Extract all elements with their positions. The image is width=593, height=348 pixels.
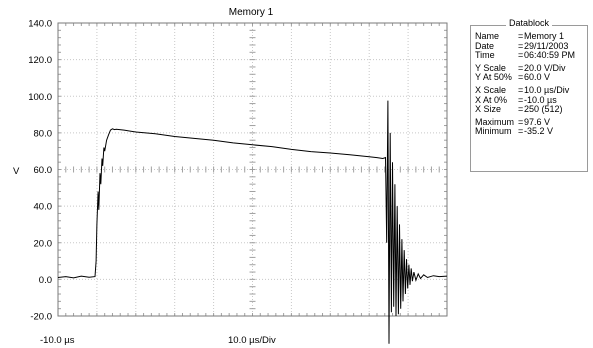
datablock-value: Memory 1	[524, 31, 565, 41]
y-tick-label: 100.0	[28, 92, 52, 103]
datablock-row: X Size = 250 (512)	[475, 105, 585, 115]
datablock-key: Y Scale	[475, 62, 506, 73]
datablock-key: Minimum	[475, 126, 512, 137]
y-tick-labels: 140.0 120.0 100.0 80.0 60.0 40.0 20.0 0.0 -20.0	[28, 19, 52, 323]
y-tick-label: 40.0	[34, 202, 53, 213]
datablock-key: Time	[475, 50, 495, 61]
datablock-key: X At 0%	[475, 94, 508, 105]
datablock-legend: Datablock	[470, 18, 588, 29]
datablock-row: Date = 29/11/2003	[475, 40, 585, 52]
datablock-equals: =	[518, 104, 524, 115]
datablock-equals: =	[518, 62, 524, 73]
datablock-value: 60.0 V	[524, 72, 551, 83]
datablock-value: 29/11/2003	[524, 40, 569, 51]
datablock-equals: =	[518, 84, 524, 95]
datablock-value: 250 (512)	[524, 104, 563, 115]
datablock-row: X At 0% = -10.0 µs	[475, 94, 585, 106]
datablock-row: Maximum = 97.6 V	[475, 116, 585, 128]
datablock-equals: =	[518, 31, 524, 41]
chart-title: Memory 1	[229, 7, 274, 18]
datablock-equals: =	[518, 116, 524, 127]
series-line	[57, 100, 448, 344]
datablock-row: Y Scale = 20.0 V/Div	[475, 62, 585, 74]
datablock-value: 10.0 µs/Div	[524, 84, 570, 95]
plot-frame	[57, 22, 448, 317]
datablock-key: Name	[475, 31, 500, 41]
datablock-key: Maximum	[475, 116, 515, 127]
datablock-value: 97.6 V	[524, 116, 551, 127]
y-tick-label: 60.0	[34, 165, 53, 176]
datablock-key: Y At 50%	[475, 72, 512, 83]
datablock-row: Name = Memory 1	[475, 31, 585, 42]
datablock-value: -10.0 µs	[524, 94, 557, 105]
y-tick-label: 80.0	[34, 128, 53, 139]
y-tick-label: 140.0	[28, 19, 52, 30]
datablock-row: Minimum = -35.2 V	[475, 127, 585, 137]
datablock-key: X Size	[475, 104, 502, 115]
y-axis-label: V	[13, 166, 20, 177]
datablock-panel: Datablock Name = Memory 1 Date = 29/11/2003 Ti…	[470, 18, 588, 172]
datablock-equals: =	[518, 72, 524, 83]
datablock-value: -35.2 V	[524, 126, 554, 137]
y-tick-label: 20.0	[34, 238, 53, 249]
datablock-key: X Scale	[475, 84, 507, 95]
x-axis-label: 10.0 µs/Div	[228, 335, 276, 346]
datablock-row: Time = 06:40:59 PM	[475, 51, 585, 61]
datablock-row: X Scale = 10.0 µs/Div	[475, 84, 585, 96]
x-start-label: -10.0 µs	[40, 335, 75, 346]
datablock-row: Y At 50% = 60.0 V	[475, 73, 585, 83]
y-tick-label: 0.0	[39, 275, 52, 286]
trace-layer	[57, 100, 448, 344]
datablock-equals: =	[518, 94, 524, 105]
datablock-equals: =	[518, 50, 524, 61]
y-tick-label: -20.0	[30, 312, 52, 323]
datablock-rows: Name = Memory 1 Date = 29/11/2003 Time = 06:40:5…	[475, 31, 585, 137]
datablock-value: 20.0 V/Div	[524, 62, 566, 73]
datablock-key: Date	[475, 40, 495, 51]
y-tick-label: 120.0	[28, 55, 52, 66]
datablock-equals: =	[518, 40, 524, 51]
datablock-equals: =	[518, 126, 524, 137]
datablock-value: 06:40:59 PM	[524, 50, 576, 61]
